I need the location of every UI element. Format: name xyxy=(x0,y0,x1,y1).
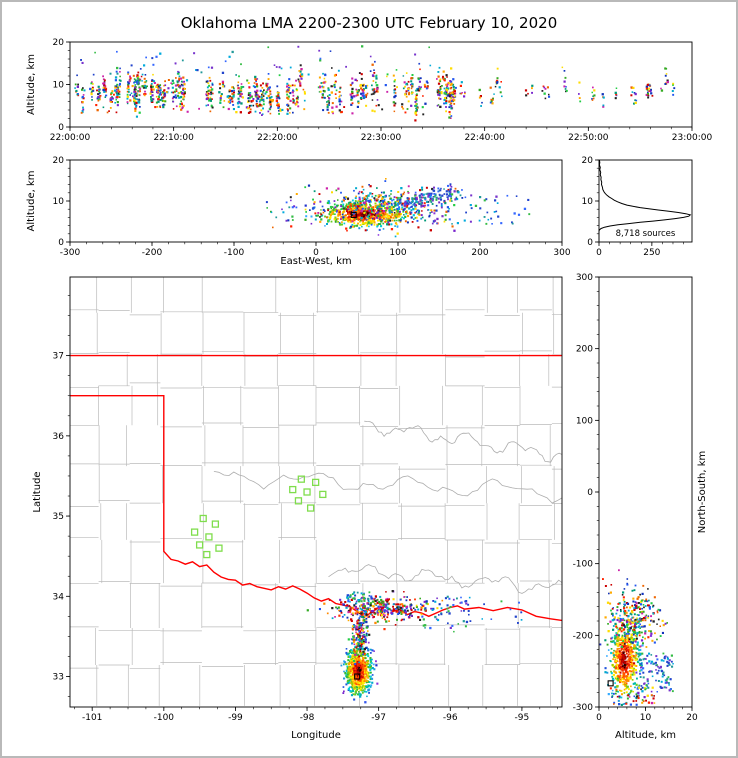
svg-text:22:00:00: 22:00:00 xyxy=(50,133,91,143)
svg-text:-100: -100 xyxy=(224,248,245,258)
origin-marker xyxy=(350,211,357,218)
svg-text:20: 20 xyxy=(53,156,65,166)
svg-text:37: 37 xyxy=(53,352,64,362)
svg-text:20: 20 xyxy=(53,38,65,48)
lma-station-marker xyxy=(303,488,311,496)
svg-text:0: 0 xyxy=(58,238,64,248)
lma-station-marker xyxy=(306,504,315,512)
altitude-histogram-line xyxy=(598,159,692,241)
lma-station-marker xyxy=(215,544,223,552)
svg-text:-98: -98 xyxy=(300,713,315,723)
svg-text:-200: -200 xyxy=(142,248,163,258)
svg-text:250: 250 xyxy=(643,248,660,258)
svg-text:0: 0 xyxy=(596,248,602,258)
lma-station-marker xyxy=(311,478,320,487)
svg-text:Longitude: Longitude xyxy=(291,730,341,741)
svg-text:34: 34 xyxy=(53,592,65,602)
figure-title: Oklahoma LMA 2200-2300 UTC February 10, … xyxy=(180,14,558,32)
svg-text:20: 20 xyxy=(582,156,594,166)
lma-station-marker xyxy=(294,497,303,505)
lma-station-marker xyxy=(297,475,305,483)
svg-text:-96: -96 xyxy=(443,713,458,723)
svg-text:East-West, km: East-West, km xyxy=(280,256,351,267)
lma-station-marker xyxy=(205,533,213,541)
svg-text:22:40:00: 22:40:00 xyxy=(464,133,505,143)
lma-station-marker xyxy=(289,485,297,494)
svg-text:Latitude: Latitude xyxy=(32,471,43,512)
svg-text:100: 100 xyxy=(389,248,406,258)
lma-station-marker xyxy=(319,490,327,499)
lma-station-marker xyxy=(199,514,207,523)
lma-station-marker xyxy=(203,550,211,559)
svg-text:10: 10 xyxy=(53,197,65,207)
panel-altitude-histogram: 0 250 0 10 20 8,718 sources xyxy=(582,156,693,258)
panel-ew-altitude: -300 -200 -100 0 100 200 300 0 10 20 East-West, km… xyxy=(26,156,571,267)
svg-text:Altitude, km: Altitude, km xyxy=(26,54,37,115)
svg-text:10: 10 xyxy=(582,197,594,207)
svg-text:-100: -100 xyxy=(154,713,175,723)
svg-text:22:30:00: 22:30:00 xyxy=(361,133,402,143)
lma-station-marker xyxy=(190,528,199,536)
origin-marker xyxy=(354,673,361,680)
svg-text:10: 10 xyxy=(53,81,65,91)
svg-text:-300: -300 xyxy=(60,248,81,258)
svg-text:-99: -99 xyxy=(228,713,243,723)
svg-text:0: 0 xyxy=(313,248,319,258)
lma-station-marker xyxy=(211,520,220,528)
panel-map: -101 -100 -99 -98 -97 -96 -95 37 36 35 34 33 Longitu… xyxy=(32,276,563,741)
svg-text:-95: -95 xyxy=(515,713,530,723)
svg-text:8,718 sources: 8,718 sources xyxy=(616,229,676,239)
svg-text:-101: -101 xyxy=(82,713,102,723)
svg-text:-97: -97 xyxy=(371,713,386,723)
svg-text:33: 33 xyxy=(53,673,64,683)
svg-text:22:10:00: 22:10:00 xyxy=(153,133,194,143)
lma-station-marker xyxy=(195,541,204,549)
svg-text:Altitude, km: Altitude, km xyxy=(26,171,37,232)
panel-time-height: 22:00:00 22:10:00 22:20:00 22:30:00 22:40:00… xyxy=(26,38,712,143)
svg-text:200: 200 xyxy=(471,248,488,258)
svg-text:36: 36 xyxy=(53,432,65,442)
lma-stations xyxy=(190,475,327,559)
svg-text:35: 35 xyxy=(53,512,64,522)
origin-marker xyxy=(607,680,614,687)
svg-text:22:20:00: 22:20:00 xyxy=(257,133,298,143)
svg-text:23:00:00: 23:00:00 xyxy=(672,133,713,143)
svg-text:300: 300 xyxy=(553,248,570,258)
svg-text:22:50:00: 22:50:00 xyxy=(568,133,609,143)
svg-text:0: 0 xyxy=(58,123,64,133)
svg-text:0: 0 xyxy=(587,238,593,248)
